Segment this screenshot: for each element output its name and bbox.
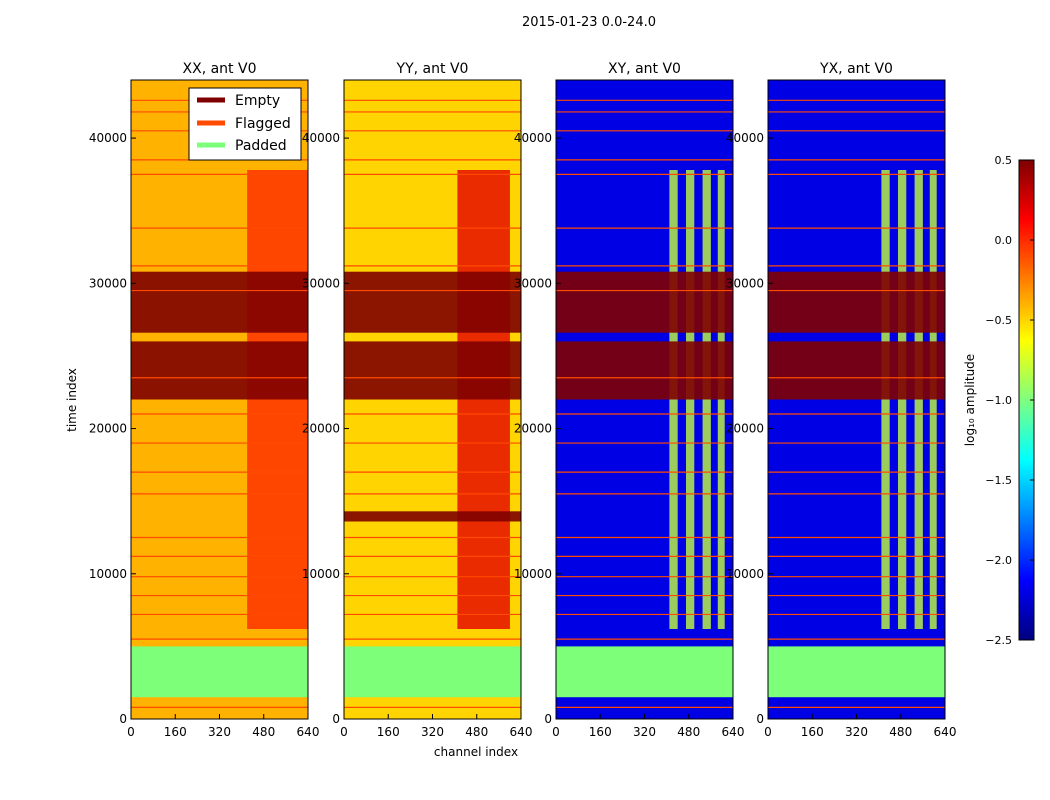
x-tick-label: 640: [297, 725, 320, 739]
padded-region: [556, 646, 733, 698]
legend-entry-empty: Empty: [197, 93, 280, 109]
colorbar-tick-label: −1.0: [985, 394, 1012, 407]
y-tick-label: 30000: [514, 276, 552, 290]
x-tick-label: 320: [633, 725, 656, 739]
panel-yy: YY, ant V0 0 160 320 480 640 0 10000 20000 30000 4…: [302, 61, 533, 739]
y-axis-label: time index: [65, 368, 79, 432]
figure-suptitle: 2015-01-23 0.0-24.0: [522, 15, 656, 30]
x-tick-label: 320: [421, 725, 444, 739]
x-tick-label: 640: [934, 725, 957, 739]
empty-region: [131, 271, 308, 333]
y-tick-label: 10000: [726, 567, 764, 581]
colorbar-tick-label: −2.5: [985, 634, 1012, 647]
y-tick-label: 0: [119, 712, 127, 726]
x-tick-label: 160: [164, 725, 187, 739]
x-tick-label: 480: [677, 725, 700, 739]
y-tick-label: 10000: [302, 567, 340, 581]
colorbar-tick-label: −0.5: [985, 314, 1012, 327]
panel-xx: XX, ant V0 0 160 320 480 640 0 10000 20000 30000 4…: [89, 61, 320, 739]
x-tick-label: 0: [764, 725, 772, 739]
legend-label-padded: Padded: [235, 138, 287, 154]
legend-entry-padded: Padded: [197, 138, 287, 154]
padded-region: [768, 646, 945, 698]
y-tick-label: 40000: [726, 131, 764, 145]
colorbar-ticks: 0.5 0.0 −0.5 −1.0 −1.5 −2.0 −2.5: [985, 154, 1034, 647]
empty-region: [131, 341, 308, 400]
panel-title: XX, ant V0: [183, 61, 257, 77]
y-tick-label: 20000: [726, 422, 764, 436]
legend: Empty Flagged Padded: [188, 87, 302, 161]
y-tick-label: 40000: [89, 131, 127, 145]
empty-region: [768, 341, 945, 400]
y-tick-label: 10000: [514, 567, 552, 581]
x-tick-label: 160: [377, 725, 400, 739]
panel-title: YX, ant V0: [819, 61, 893, 77]
legend-entry-flagged: Flagged: [197, 116, 291, 132]
x-axis-label: channel index: [434, 745, 518, 759]
colorbar-tick-label: 0.0: [995, 234, 1013, 247]
x-tick-label: 640: [722, 725, 745, 739]
legend-label-flagged: Flagged: [235, 116, 291, 132]
empty-region: [556, 271, 733, 333]
empty-region: [556, 341, 733, 400]
panel-title: XY, ant V0: [608, 61, 681, 77]
colorbar-tick-label: −1.5: [985, 474, 1012, 487]
x-tick-label: 0: [552, 725, 560, 739]
panel-title: YY, ant V0: [396, 61, 469, 77]
empty-region: [344, 511, 521, 522]
y-tick-label: 0: [544, 712, 552, 726]
empty-region: [344, 271, 521, 333]
panels: XX, ant V0 0 160 320 480 640 0 10000 20000 30000 4…: [89, 61, 957, 739]
y-tick-label: 10000: [89, 567, 127, 581]
y-tick-label: 30000: [89, 276, 127, 290]
y-tick-label: 30000: [726, 276, 764, 290]
panel-xy: XY, ant V0 0 160 320 480 640 0 10000 20000 30000 4…: [514, 61, 745, 739]
panel-yx: YX, ant V0 0 160 320 480 640 0 10000 20000 30000 4…: [726, 61, 957, 739]
y-tick-label: 20000: [514, 422, 552, 436]
padded-region: [344, 646, 521, 698]
y-tick-label: 30000: [302, 276, 340, 290]
x-tick-label: 640: [510, 725, 533, 739]
x-tick-label: 0: [340, 725, 348, 739]
x-tick-label: 160: [589, 725, 612, 739]
y-tick-label: 20000: [302, 422, 340, 436]
empty-region: [344, 341, 521, 400]
x-tick-label: 320: [208, 725, 231, 739]
y-tick-label: 0: [332, 712, 340, 726]
x-tick-label: 480: [465, 725, 488, 739]
colorbar-tick-label: −2.0: [985, 554, 1012, 567]
y-tick-label: 40000: [514, 131, 552, 145]
colorbar-tick-label: 0.5: [995, 154, 1013, 167]
x-tick-label: 0: [127, 725, 135, 739]
empty-region: [768, 271, 945, 333]
y-tick-label: 20000: [89, 422, 127, 436]
x-tick-label: 160: [801, 725, 824, 739]
x-tick-label: 480: [252, 725, 275, 739]
x-tick-label: 320: [845, 725, 868, 739]
y-tick-label: 40000: [302, 131, 340, 145]
padded-region: [131, 646, 308, 698]
colorbar: 0.5 0.0 −0.5 −1.0 −1.5 −2.0 −2.5 log₁₀ amplitu…: [963, 154, 1035, 647]
colorbar-label: log₁₀ amplitude: [963, 354, 977, 446]
legend-label-empty: Empty: [235, 93, 280, 109]
x-tick-label: 480: [889, 725, 912, 739]
y-tick-label: 0: [756, 712, 764, 726]
